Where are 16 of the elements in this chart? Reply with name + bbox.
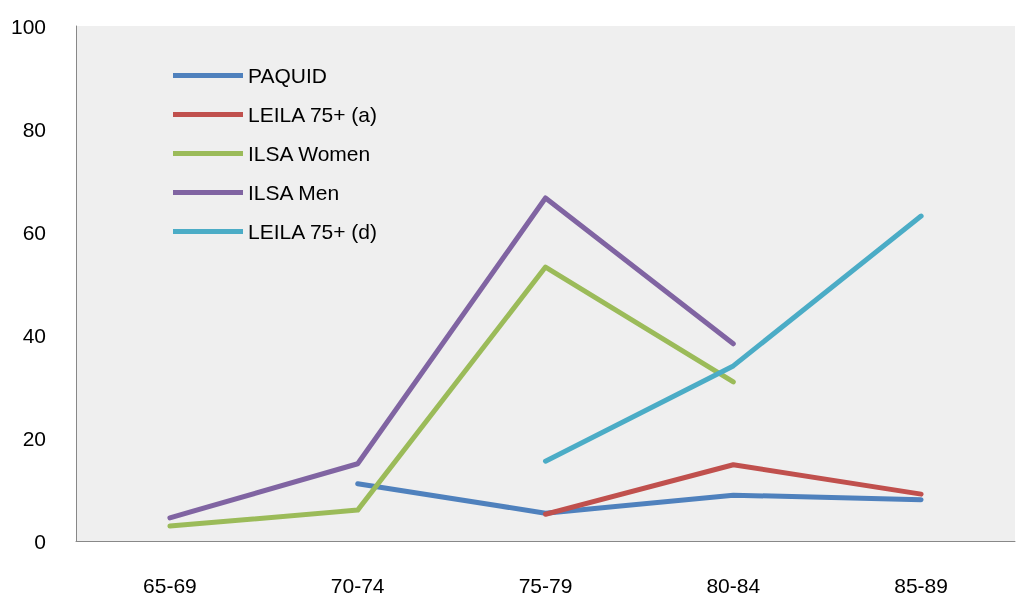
x-tick-label: 70-74	[330, 574, 385, 596]
legend-label: ILSA Men	[248, 181, 340, 204]
x-tick-label: 85-89	[894, 574, 948, 596]
y-tick-label: 60	[22, 220, 46, 244]
y-tick-label: 40	[22, 323, 46, 347]
legend-label: ILSA Women	[248, 142, 371, 165]
x-tick-label: 80-84	[706, 574, 761, 596]
y-tick-label: 0	[34, 529, 46, 553]
legend-label: LEILA 75+ (d)	[248, 220, 378, 243]
y-tick-label: 20	[22, 426, 46, 450]
x-tick-label: 75-79	[518, 574, 573, 596]
y-tick-label: 100	[10, 14, 46, 38]
legend-label: LEILA 75+ (a)	[248, 103, 378, 126]
legend-label: PAQUID	[248, 64, 327, 87]
y-tick-label: 80	[22, 117, 46, 141]
x-tick-label: 65-69	[143, 574, 197, 596]
